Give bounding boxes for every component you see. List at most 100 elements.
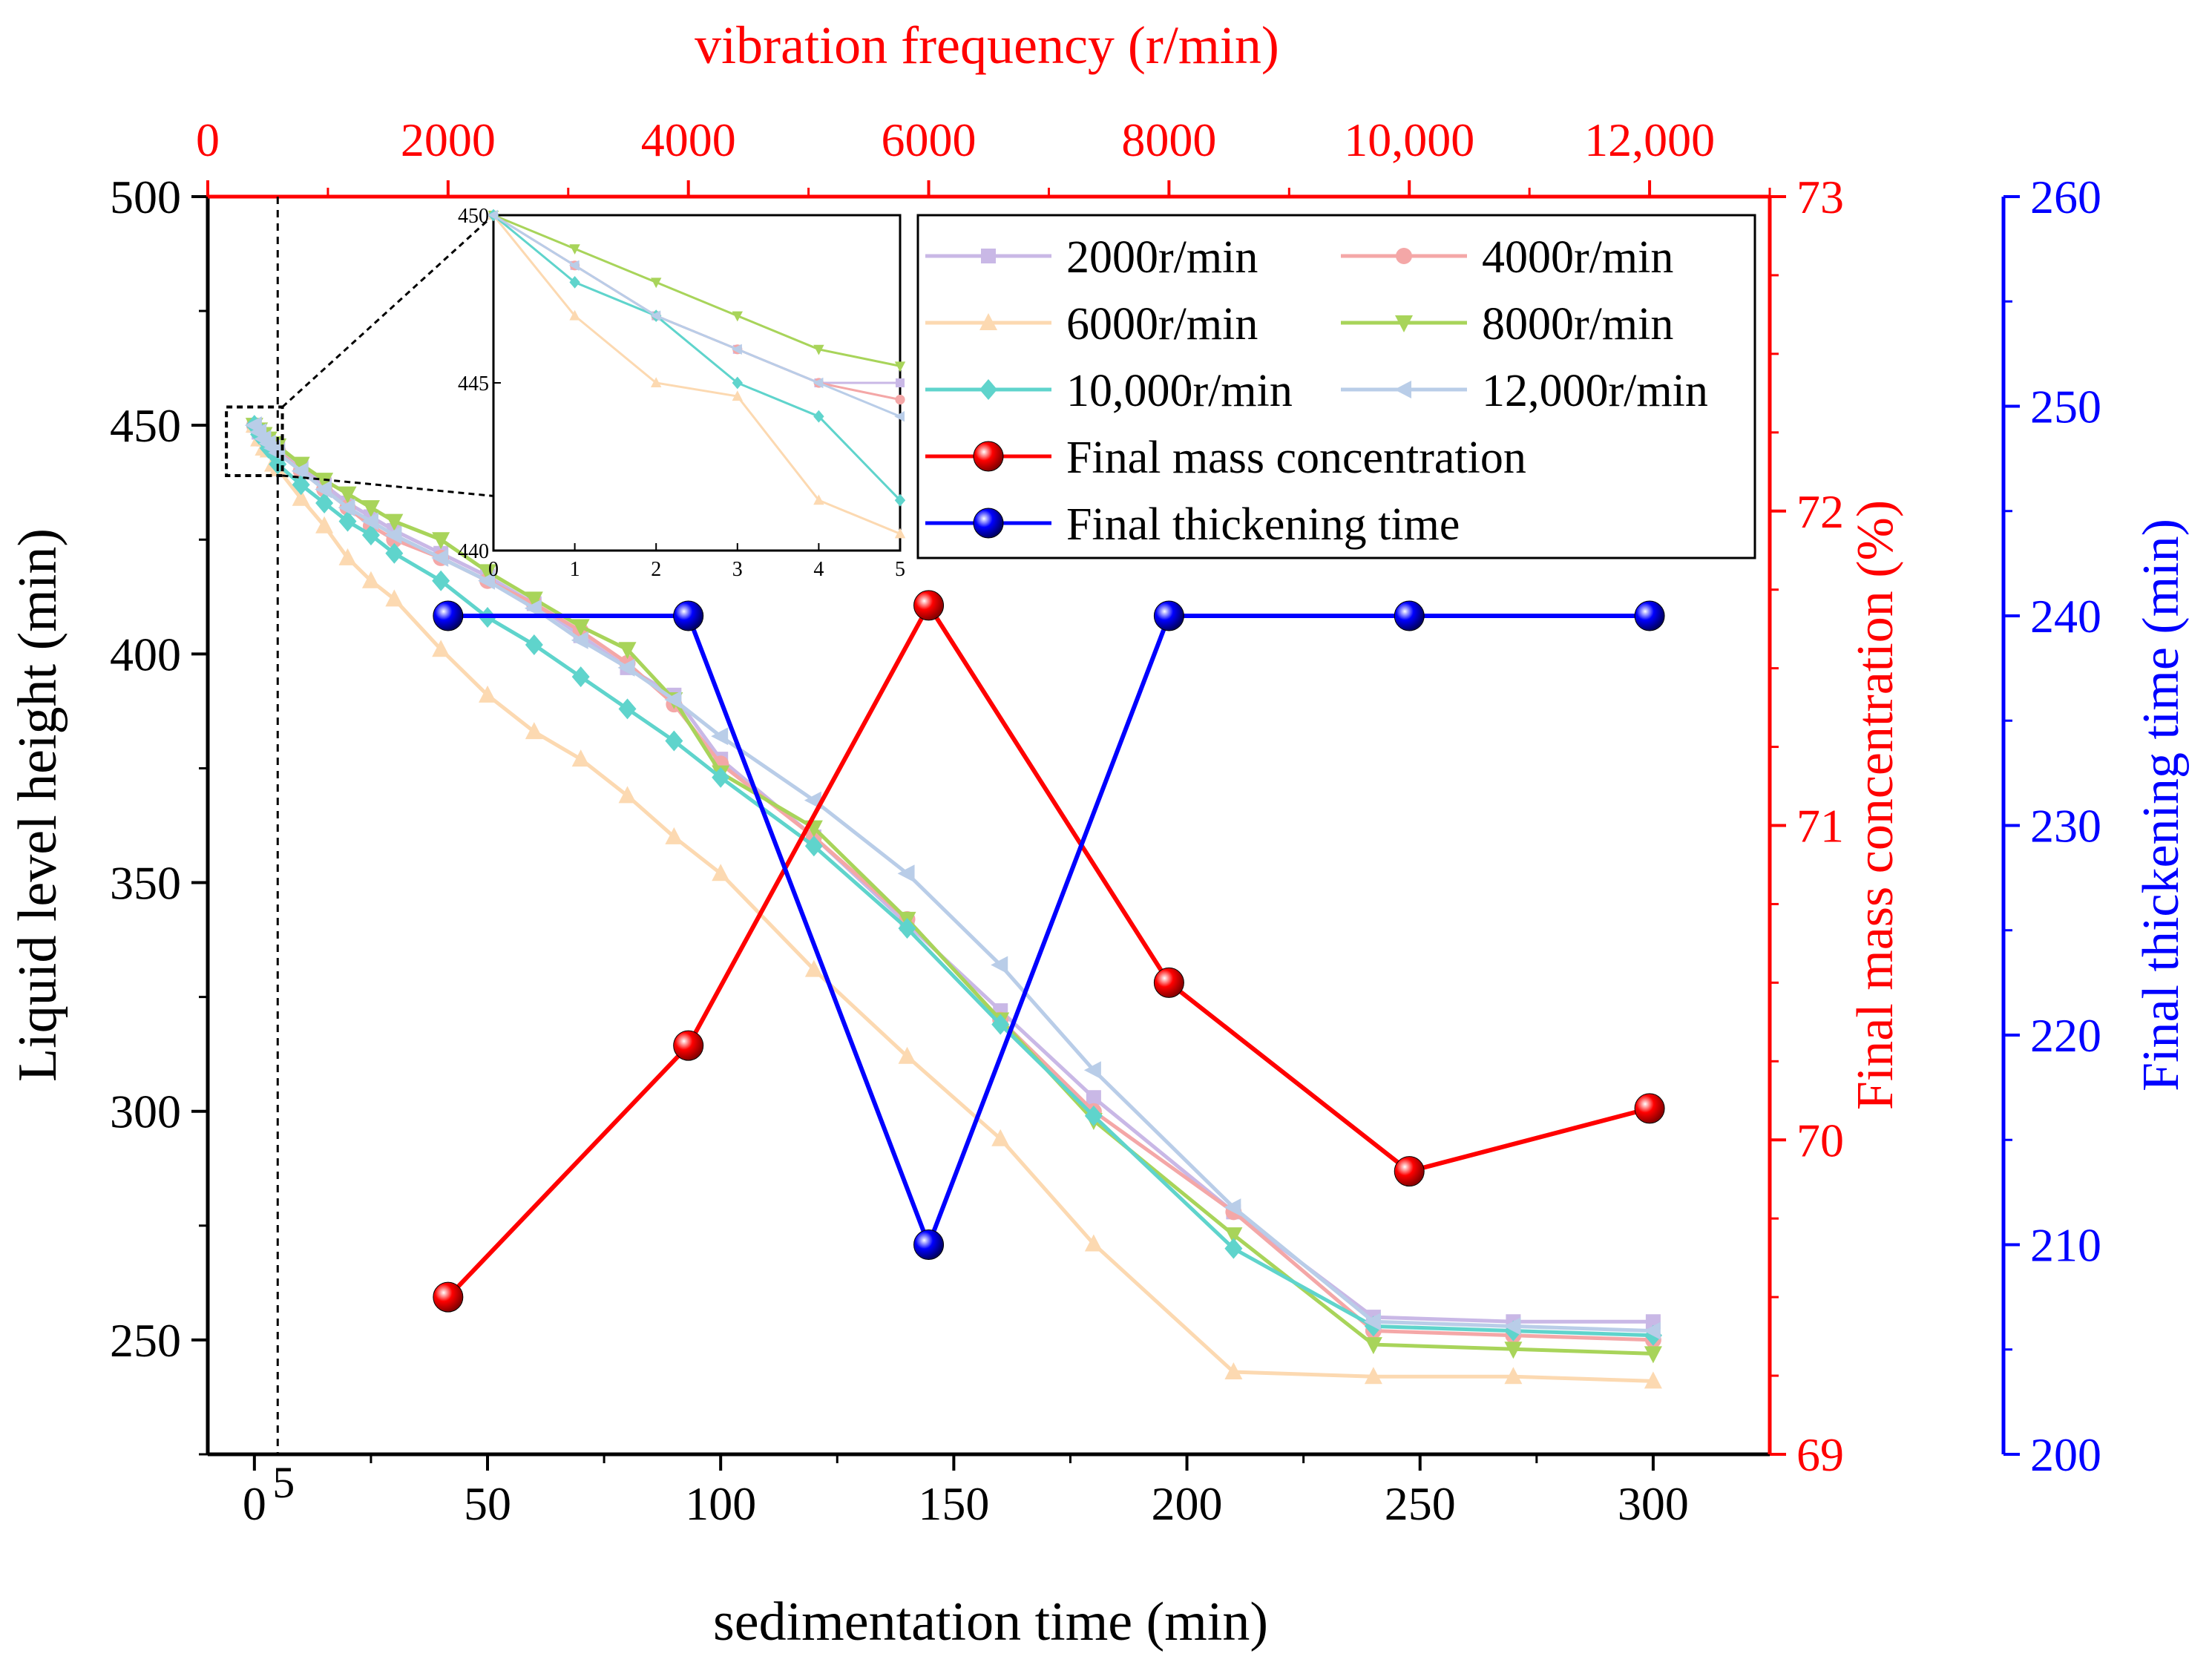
- right-2-tick-label: 250: [2030, 381, 2101, 433]
- series-final-mass-concentration: [433, 590, 1665, 1313]
- data-point: [338, 548, 357, 565]
- data-point: [991, 956, 1008, 974]
- series-line: [447, 614, 1650, 1251]
- data-point: [618, 786, 637, 804]
- legend-item: 2000r/min: [925, 232, 1258, 283]
- data-point: [478, 571, 496, 590]
- data-point: [1224, 1238, 1243, 1259]
- series-final-thickening-time: [433, 600, 1665, 1260]
- data-point: [898, 918, 916, 939]
- inset-series-line: [492, 214, 901, 535]
- inset-data-point: [651, 377, 662, 387]
- data-point: [1364, 1337, 1382, 1355]
- data-point: [1504, 1342, 1523, 1359]
- inset-data-point: [894, 493, 906, 507]
- legend-item: Final mass concentration: [925, 433, 1526, 483]
- data-point: [361, 525, 380, 546]
- inset-layer: 0 1 2 3 4 5 440 445 450: [225, 205, 906, 581]
- legend-label: 12,000r/min: [1482, 366, 1708, 416]
- legend-label: 6000r/min: [1066, 299, 1258, 349]
- legend-marker: [979, 313, 997, 330]
- data-point: [897, 864, 915, 883]
- data-point: [1153, 600, 1184, 631]
- right-2-tick-label: 230: [2030, 800, 2101, 853]
- data-point: [433, 1281, 464, 1313]
- inset-data-point: [813, 344, 824, 355]
- data-point: [1634, 1093, 1665, 1124]
- inset-data-point: [488, 209, 498, 221]
- y-tick-label: 350: [110, 857, 181, 910]
- data-point: [361, 500, 380, 518]
- data-point: [991, 1129, 1010, 1146]
- data-point: [291, 462, 309, 480]
- data-point: [804, 959, 823, 977]
- right-2-tick-label: 260: [2030, 171, 2101, 223]
- data-point: [338, 499, 355, 517]
- y-tick-label: 250: [110, 1314, 181, 1367]
- data-point: [913, 590, 945, 621]
- top-tick-label: 10,000: [1344, 114, 1474, 166]
- data-point: [525, 634, 543, 656]
- data-point: [664, 691, 682, 709]
- x-tick-label: 100: [685, 1477, 756, 1530]
- data-point: [913, 1229, 945, 1260]
- data-point: [618, 642, 637, 660]
- data-point: [712, 864, 730, 881]
- data-point: [898, 1046, 916, 1064]
- top-tick-label: 2000: [401, 114, 496, 166]
- inset-x-tick-label: 5: [895, 558, 905, 581]
- data-point: [712, 766, 730, 788]
- data-point: [1634, 600, 1665, 631]
- legend-label: 2000r/min: [1066, 232, 1258, 283]
- y-tick-label: 450: [110, 399, 181, 452]
- legend-item: 12,000r/min: [1341, 366, 1708, 416]
- inset-data-point: [732, 390, 743, 401]
- legend-label: Final mass concentration: [1066, 433, 1526, 483]
- top-tick-label: 4000: [641, 114, 736, 166]
- legend-marker: [973, 441, 1004, 472]
- right-axis-2-title: Final thickening time (min): [2133, 519, 2190, 1091]
- legend-label: 4000r/min: [1482, 232, 1673, 283]
- series-line: [446, 600, 1650, 1299]
- data-point: [711, 727, 729, 746]
- x-tick-label: 50: [464, 1477, 511, 1530]
- data-point: [1643, 1321, 1661, 1340]
- data-point: [361, 571, 380, 588]
- data-point: [1644, 1346, 1662, 1364]
- inset-series-line: [493, 214, 901, 367]
- inset-y-tick-label: 445: [458, 372, 489, 395]
- right-2-tick-label: 200: [2030, 1428, 2101, 1481]
- data-point: [1083, 1061, 1101, 1080]
- inset-data-point: [894, 528, 906, 539]
- inset-series: [488, 209, 905, 422]
- inset-x-tick-label: 3: [732, 558, 743, 581]
- data-point: [432, 640, 450, 657]
- data-point: [525, 591, 543, 609]
- data-point: [1224, 1227, 1243, 1245]
- data-point: [673, 600, 704, 631]
- series-12-000r-min: [244, 416, 1661, 1340]
- inset-series: [488, 209, 906, 539]
- data-point: [433, 600, 464, 631]
- y-tick-label: 500: [110, 171, 181, 223]
- axis-titles: vibration frequency (r/min) sedimentatio…: [7, 16, 2190, 1652]
- data-point: [665, 827, 683, 844]
- inset-data-point: [813, 494, 824, 505]
- top-tick-label: 12,000: [1584, 114, 1715, 166]
- legend-label: 10,000r/min: [1066, 366, 1293, 416]
- data-point: [292, 474, 310, 496]
- top-tick-label: 0: [196, 114, 220, 166]
- x-axis-title: sedimentation time (min): [713, 1592, 1268, 1652]
- legend-marker: [1396, 248, 1412, 264]
- data-point: [571, 631, 588, 649]
- data-point: [1084, 1105, 1103, 1126]
- inset-data-point: [732, 376, 743, 390]
- data-point: [665, 730, 683, 752]
- inset-x-tick-label: 1: [570, 558, 580, 581]
- right-2-tick-label: 220: [2030, 1009, 2101, 1062]
- data-point: [617, 658, 635, 677]
- data-point: [571, 619, 590, 637]
- data-point: [571, 666, 590, 688]
- y-axis-title: Liquid level height (min): [7, 528, 68, 1082]
- data-point: [618, 698, 637, 720]
